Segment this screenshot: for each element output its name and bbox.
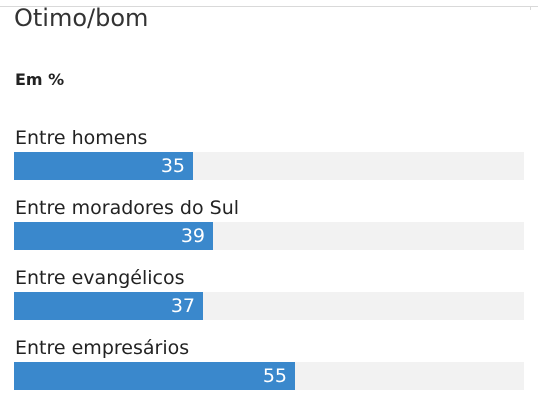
bar-track: 39	[14, 222, 524, 250]
bar: 39	[14, 222, 213, 250]
bar-category-label: Entre moradores do Sul	[15, 197, 240, 219]
bar-row: Entre empresários 55	[14, 332, 524, 402]
bar-value-label: 39	[180, 225, 205, 247]
chart-title: Otimo/bom	[14, 4, 149, 32]
top-divider-end	[530, 6, 531, 10]
top-divider	[0, 6, 538, 7]
bar-value-label: 55	[262, 365, 287, 387]
bar: 55	[14, 362, 295, 390]
bar-value-label: 35	[160, 155, 185, 177]
bar-category-label: Entre evangélicos	[15, 267, 185, 289]
bar-list: Entre homens 35 Entre moradores do Sul 39 En…	[14, 122, 524, 402]
bar-track: 37	[14, 292, 524, 320]
bar-track: 35	[14, 152, 524, 180]
bar-category-label: Entre empresários	[15, 337, 190, 359]
bar-category-label: Entre homens	[15, 127, 148, 149]
bar-value-label: 37	[170, 295, 195, 317]
bar: 37	[14, 292, 203, 320]
bar-track: 55	[14, 362, 524, 390]
bar: 35	[14, 152, 193, 180]
bar-row: Entre evangélicos 37	[14, 262, 524, 332]
bar-row: Entre homens 35	[14, 122, 524, 192]
bar-row: Entre moradores do Sul 39	[14, 192, 524, 262]
chart-subtitle: Em %	[15, 70, 65, 89]
